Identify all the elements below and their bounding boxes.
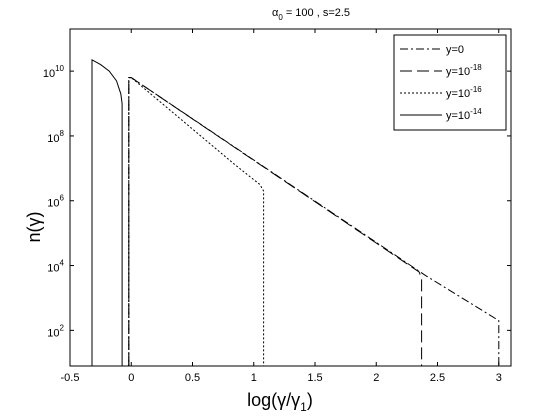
y-tick-label: 104 (47, 259, 64, 275)
legend-label-base: y=10 (446, 66, 470, 78)
chart-title: α0 = 100 , s=2.5 (272, 7, 350, 22)
y-tick-label-base: 10 (47, 133, 59, 145)
series-line-3 (128, 77, 265, 366)
y-tick-label: 102 (47, 323, 64, 339)
x-axis-label: log(γ/γ1) (247, 390, 313, 414)
x-tick-label: 0.5 (185, 372, 200, 384)
y-tick-label-base: 10 (43, 68, 55, 80)
y-tick-label: 106 (47, 194, 64, 210)
title-rest: = 100 , s=2.5 (283, 7, 350, 19)
x-axis-label-subscript: 1 (300, 400, 307, 414)
legend-label-exponent: -16 (470, 85, 482, 94)
y-axis-label: n(γ) (24, 212, 44, 243)
y-tick-label-exponent: 6 (60, 194, 65, 203)
legend-label: y=0 (446, 44, 464, 56)
legend-label: y=10-16 (446, 85, 482, 100)
y-tick-label-exponent: 2 (60, 323, 65, 332)
title-alpha: α (272, 7, 279, 19)
y-tick-label-exponent: 4 (60, 259, 65, 268)
x-tick-label: -0.5 (61, 372, 80, 384)
legend-label: y=10-14 (446, 107, 482, 122)
legend-box (393, 34, 507, 131)
legend-label-exponent: -14 (470, 107, 482, 116)
y-tick-label-base: 10 (47, 198, 59, 210)
y-tick-label-exponent: 10 (55, 64, 64, 73)
series-layer (91, 58, 500, 366)
x-axis-label-main: log(γ/γ (247, 390, 300, 410)
y-tick-label-base: 10 (47, 263, 59, 275)
legend-label: y=10-18 (446, 63, 482, 78)
y-tick-label-exponent: 8 (60, 129, 65, 138)
y-tick-label-base: 10 (47, 327, 59, 339)
x-tick-label: 2 (373, 372, 379, 384)
x-axis-label-close: ) (307, 390, 313, 410)
legend: y=0y=10-18y=10-16y=10-14 (393, 34, 507, 131)
legend-label-base: y=10 (446, 88, 470, 100)
x-tick-label: 1 (251, 372, 257, 384)
series-line-4 (91, 58, 123, 366)
title-alpha-subscript: 0 (278, 13, 283, 22)
legend-label-exponent: -18 (470, 63, 482, 72)
x-tick-label: 3 (496, 372, 502, 384)
y-tick-label: 1010 (43, 64, 65, 80)
legend-label-base: y=10 (446, 110, 470, 122)
x-tick-label: 1.5 (307, 372, 322, 384)
legend-label-base: y=0 (446, 44, 464, 56)
x-tick-label: 2.5 (430, 372, 445, 384)
x-tick-label: 0 (128, 372, 134, 384)
y-tick-label: 108 (47, 129, 64, 145)
